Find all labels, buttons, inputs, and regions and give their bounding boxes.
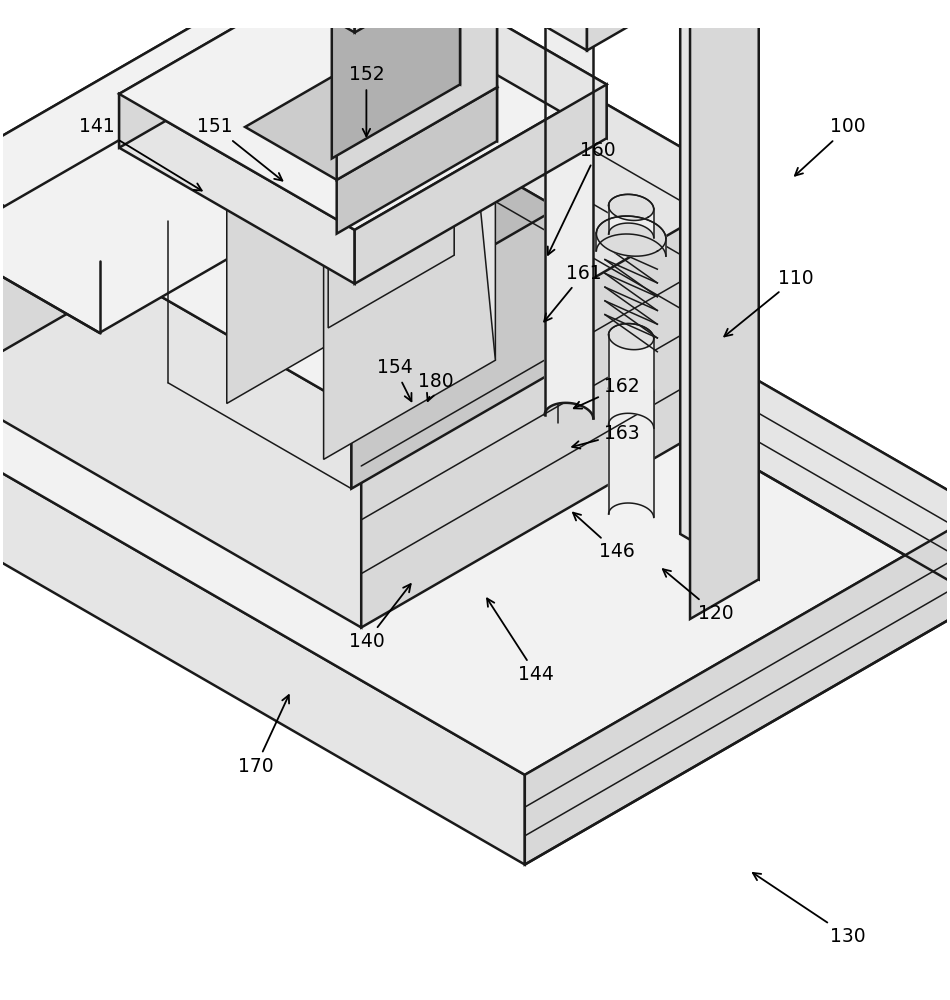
Polygon shape (0, 17, 489, 333)
Polygon shape (0, 382, 524, 865)
Polygon shape (168, 102, 558, 327)
Polygon shape (0, 117, 950, 775)
Polygon shape (609, 194, 654, 220)
Text: 130: 130 (753, 873, 865, 946)
Polygon shape (524, 510, 950, 865)
Polygon shape (406, 0, 497, 87)
Polygon shape (200, 38, 399, 152)
Polygon shape (609, 324, 654, 350)
Polygon shape (352, 208, 558, 489)
Polygon shape (0, 170, 361, 628)
Polygon shape (297, 94, 495, 208)
Polygon shape (302, 117, 950, 600)
Polygon shape (690, 0, 759, 619)
Polygon shape (119, 0, 607, 230)
Polygon shape (587, 0, 816, 50)
Text: 160: 160 (548, 141, 616, 255)
Polygon shape (286, 141, 454, 238)
Text: 162: 162 (574, 377, 639, 409)
Polygon shape (609, 324, 654, 428)
Polygon shape (609, 377, 654, 403)
Polygon shape (0, 0, 332, 386)
Polygon shape (354, 84, 607, 284)
Polygon shape (597, 216, 666, 256)
Polygon shape (332, 0, 460, 158)
Text: 140: 140 (349, 584, 410, 651)
Polygon shape (332, 0, 750, 403)
Polygon shape (227, 53, 399, 403)
Polygon shape (412, 141, 454, 255)
Polygon shape (119, 94, 354, 284)
Polygon shape (0, 0, 750, 412)
Polygon shape (328, 165, 454, 328)
Polygon shape (119, 0, 354, 32)
Polygon shape (413, 0, 460, 84)
Polygon shape (119, 0, 371, 148)
Text: 180: 180 (417, 372, 453, 401)
Text: 161: 161 (544, 264, 601, 322)
Text: 170: 170 (238, 695, 289, 776)
Polygon shape (336, 0, 497, 180)
Text: 163: 163 (572, 424, 639, 449)
Text: 152: 152 (349, 66, 384, 136)
Polygon shape (371, 0, 607, 138)
Polygon shape (372, 38, 399, 304)
Text: 141: 141 (80, 117, 201, 191)
Polygon shape (324, 94, 495, 459)
Polygon shape (245, 34, 497, 180)
Polygon shape (406, 34, 497, 141)
Polygon shape (680, 0, 759, 579)
Polygon shape (374, 102, 558, 370)
Text: 120: 120 (663, 569, 733, 623)
Text: 146: 146 (573, 513, 635, 561)
Text: 100: 100 (795, 117, 865, 176)
Polygon shape (544, 0, 594, 418)
Polygon shape (354, 0, 607, 32)
Text: 110: 110 (724, 269, 814, 336)
Polygon shape (234, 0, 587, 50)
Polygon shape (469, 94, 495, 360)
Polygon shape (361, 187, 750, 628)
Polygon shape (0, 117, 302, 472)
Polygon shape (597, 216, 666, 256)
Text: 154: 154 (377, 358, 412, 401)
Polygon shape (609, 377, 654, 517)
Polygon shape (609, 194, 654, 238)
Text: 144: 144 (487, 598, 555, 684)
Polygon shape (336, 87, 497, 234)
Text: 151: 151 (198, 117, 282, 181)
